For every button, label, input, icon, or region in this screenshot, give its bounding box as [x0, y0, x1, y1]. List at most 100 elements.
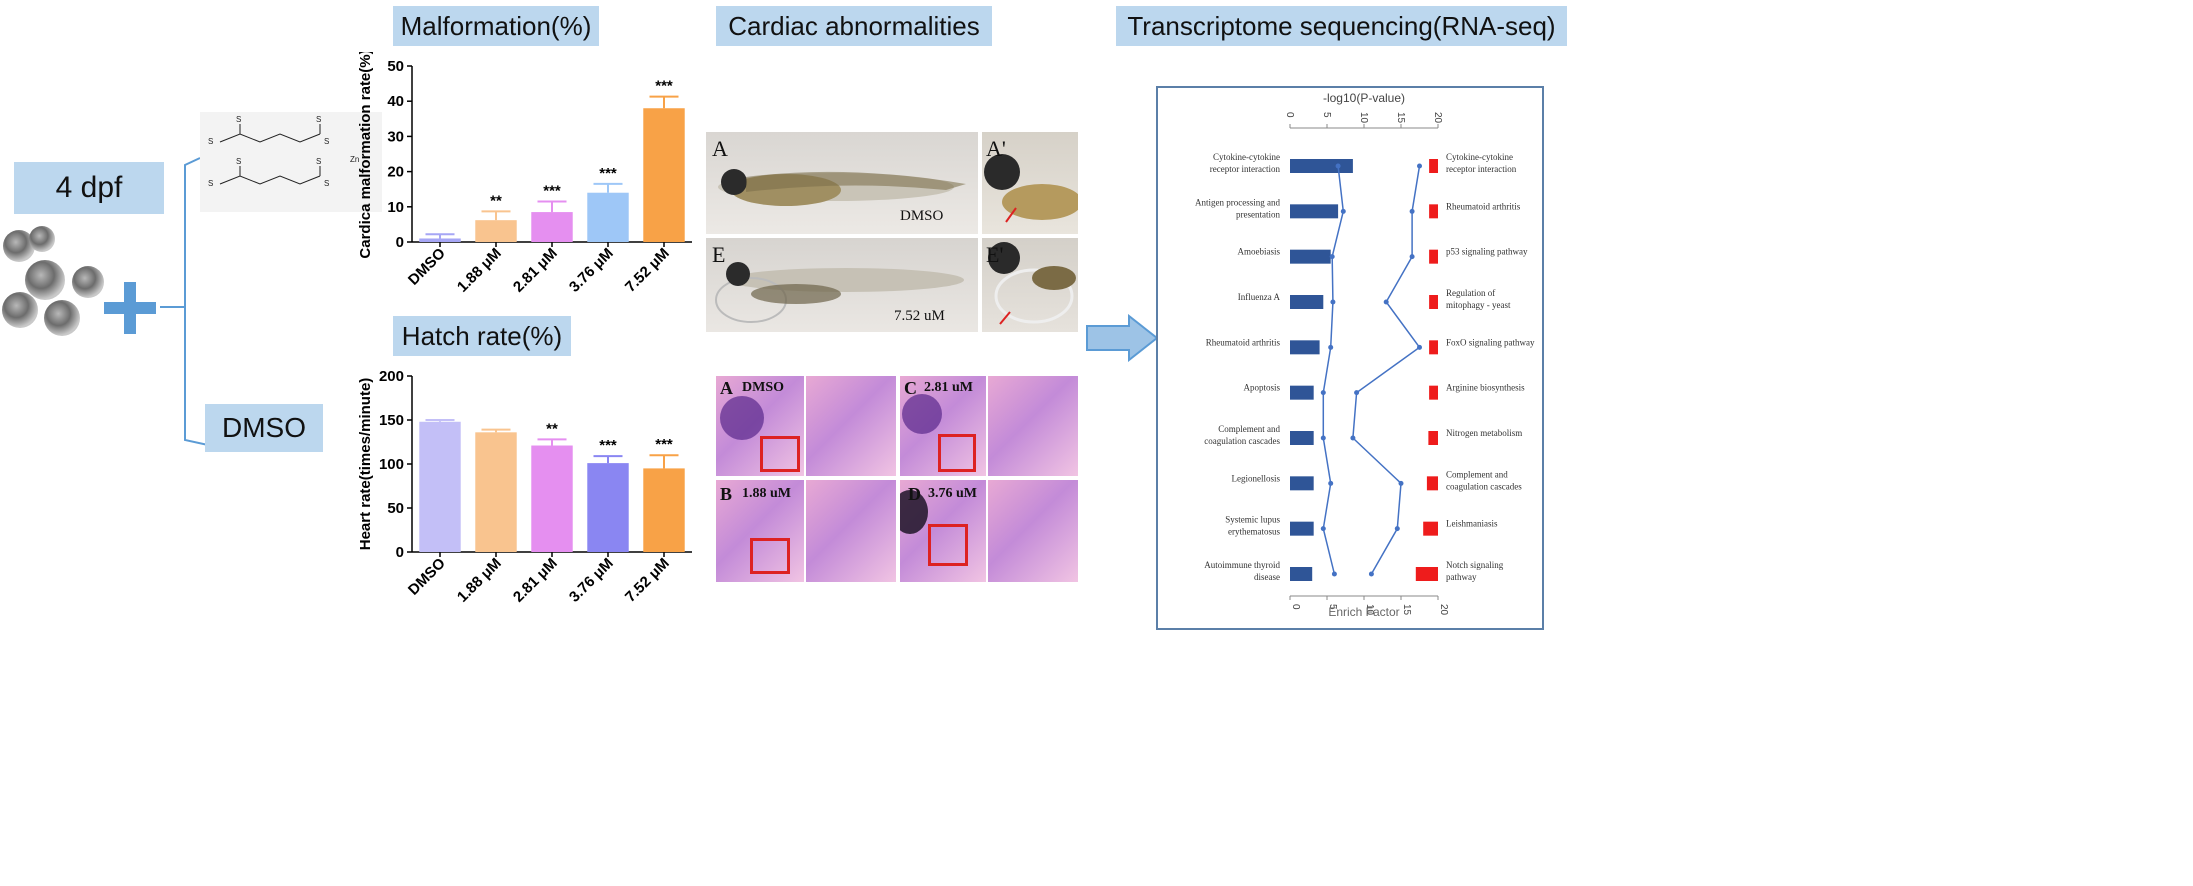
hatch-title: Hatch rate(%) [401, 320, 563, 351]
svg-text:S: S [208, 179, 213, 188]
enrich-left-point [1335, 163, 1341, 169]
enrich-left-bar [1290, 249, 1331, 264]
enrich-left-point [1320, 526, 1326, 532]
histology-d-text: 3.76 uM [928, 486, 977, 501]
enrichment-chart: -log10(P-value) 0 5 10 15 20 0 5 10 15 20 Enrich Fa… [1195, 91, 1535, 619]
svg-text:S: S [236, 157, 241, 166]
control-label: DMSO [222, 412, 306, 443]
enrich-left-point [1320, 435, 1326, 441]
heart-rate-y-tick-label: 100 [379, 456, 404, 473]
enrich-left-term: Complement and coagulation cascades [1204, 424, 1280, 446]
enrich-right-term: Leishmaniasis [1446, 519, 1498, 529]
enrich-right-bar [1429, 340, 1438, 355]
heart-rate-category-label: 1.88 μM [454, 555, 505, 606]
branch-lines [160, 157, 209, 446]
malformation-bar [587, 192, 629, 242]
svg-text:S: S [324, 137, 329, 146]
enrich-left-bar [1290, 385, 1314, 400]
enrich-right-point [1394, 526, 1400, 532]
enrich-right-term: Notch signaling pathway [1446, 560, 1504, 582]
histology-b-text: 1.88 uM [742, 486, 791, 501]
enrich-left-bar [1290, 567, 1313, 581]
malformation-y-tick-label: 20 [387, 164, 404, 181]
panel-e-letter: E [712, 242, 726, 267]
enrich-right-point [1409, 254, 1415, 260]
enrich-left-point [1320, 390, 1326, 396]
malformation-y-tick-label: 30 [387, 128, 404, 145]
enrich-left-line [1322, 165, 1345, 575]
heart-rate-y-axis-label: Heart rate(times/minute) [357, 378, 374, 551]
enrich-right-point [1417, 344, 1422, 350]
heart-rate-bar [643, 468, 685, 552]
enrich-left-point [1331, 571, 1337, 577]
heart-rate-significance: *** [599, 437, 617, 454]
enrich-left-bar [1290, 295, 1324, 309]
enrich-left-bar [1290, 476, 1314, 491]
rnaseq-panel [1156, 86, 1544, 630]
heart-rate-bar [419, 421, 461, 552]
enrich-right-bar [1426, 476, 1438, 491]
heart-rate-significance: *** [655, 436, 673, 453]
histology-d-letter: D [908, 484, 921, 504]
histology-a-letter: A [720, 378, 733, 398]
histology-c-letter: C [904, 378, 917, 398]
hatch-title-box: Hatch rate(%) [393, 316, 571, 356]
enrich-left-bar [1290, 204, 1339, 219]
enrich-right-point [1398, 480, 1404, 486]
histology-a: A DMSO [716, 376, 804, 476]
heart-rate-chart: 0 50 100 150 200 Heart rate(times/minute) DMSO… [357, 368, 692, 606]
malformation-y-tick-label: 40 [387, 93, 404, 110]
enrich-right-bar [1415, 567, 1438, 581]
enrich-top-tick: 0 [1284, 112, 1295, 118]
malformation-y-axis-label: Cardica malformation rate(%) [357, 52, 374, 259]
malformation-chart: 0 10 20 30 40 50 Cardica malformation rate(%) D… [357, 52, 692, 296]
histology-b-zoom [806, 480, 896, 582]
malformation-category-label: 7.52 μM [622, 245, 673, 296]
enrich-top-tick: 20 [1432, 112, 1443, 124]
enrich-right-term: Regulation of mitophagy - yeast [1446, 288, 1511, 310]
panel-a-prime-letter: A' [986, 136, 1006, 161]
panel-e-prime-letter: E' [986, 242, 1004, 267]
malformation-category-label: 2.81 μM [510, 245, 561, 296]
enrich-right-line [1352, 165, 1421, 575]
enrich-right-term: Complement and coagulation cascades [1446, 469, 1522, 491]
malformation-significance: *** [655, 78, 673, 95]
malformation-bar [419, 238, 461, 242]
malformation-title-box: Malformation(%) [393, 6, 599, 46]
enrich-right-bar [1429, 204, 1438, 219]
svg-text:S: S [324, 179, 329, 188]
malformation-category-label: 1.88 μM [454, 245, 505, 296]
enrich-right-bar [1429, 159, 1438, 173]
photo-dose-whole: E 7.52 uM [706, 238, 978, 332]
cardiac-title: Cardiac abnormalities [728, 10, 980, 41]
heart-rate-category-label: 7.52 μM [622, 555, 673, 606]
enrich-left-point [1329, 254, 1335, 260]
malformation-significance: ** [490, 192, 502, 209]
cardiac-title-box: Cardiac abnormalities [716, 6, 992, 46]
enrich-right-term: Cytokine-cytokine receptor interaction [1446, 152, 1517, 174]
enrich-right-bar [1429, 249, 1438, 264]
enrich-left-term: Systemic lupus erythematosus [1225, 515, 1280, 537]
malformation-bar [531, 212, 573, 242]
enrich-bottom-tick: 15 [1401, 604, 1412, 616]
enrich-right-term: Rheumatoid arthritis [1446, 201, 1521, 211]
heart-rate-bar [475, 432, 517, 552]
enrich-right-term: p53 signaling pathway [1446, 247, 1528, 257]
enrich-left-point [1330, 299, 1336, 305]
svg-text:S: S [316, 115, 321, 124]
enrich-left-point [1328, 344, 1334, 350]
control-label-box: DMSO [205, 404, 323, 452]
enrich-top-tick: 5 [1321, 112, 1332, 118]
arrow-to-rnaseq [1086, 314, 1159, 362]
enrich-top-tick: 10 [1358, 112, 1369, 124]
malformation-y-tick-label: 50 [387, 58, 404, 75]
histology-c-zoom [988, 376, 1078, 476]
svg-text:Zn: Zn [350, 155, 359, 164]
rnaseq-title: Transcriptome sequencing(RNA-seq) [1127, 10, 1556, 41]
enrich-bottom-tick: 10 [1364, 604, 1375, 616]
malformation-category-label: 3.76 μM [566, 245, 617, 296]
enrich-right-bar [1428, 431, 1438, 445]
enrich-top-title: -log10(P-value) [1323, 91, 1405, 105]
enrich-bottom-tick: 0 [1290, 604, 1301, 610]
malformation-category-label: DMSO [405, 245, 449, 289]
